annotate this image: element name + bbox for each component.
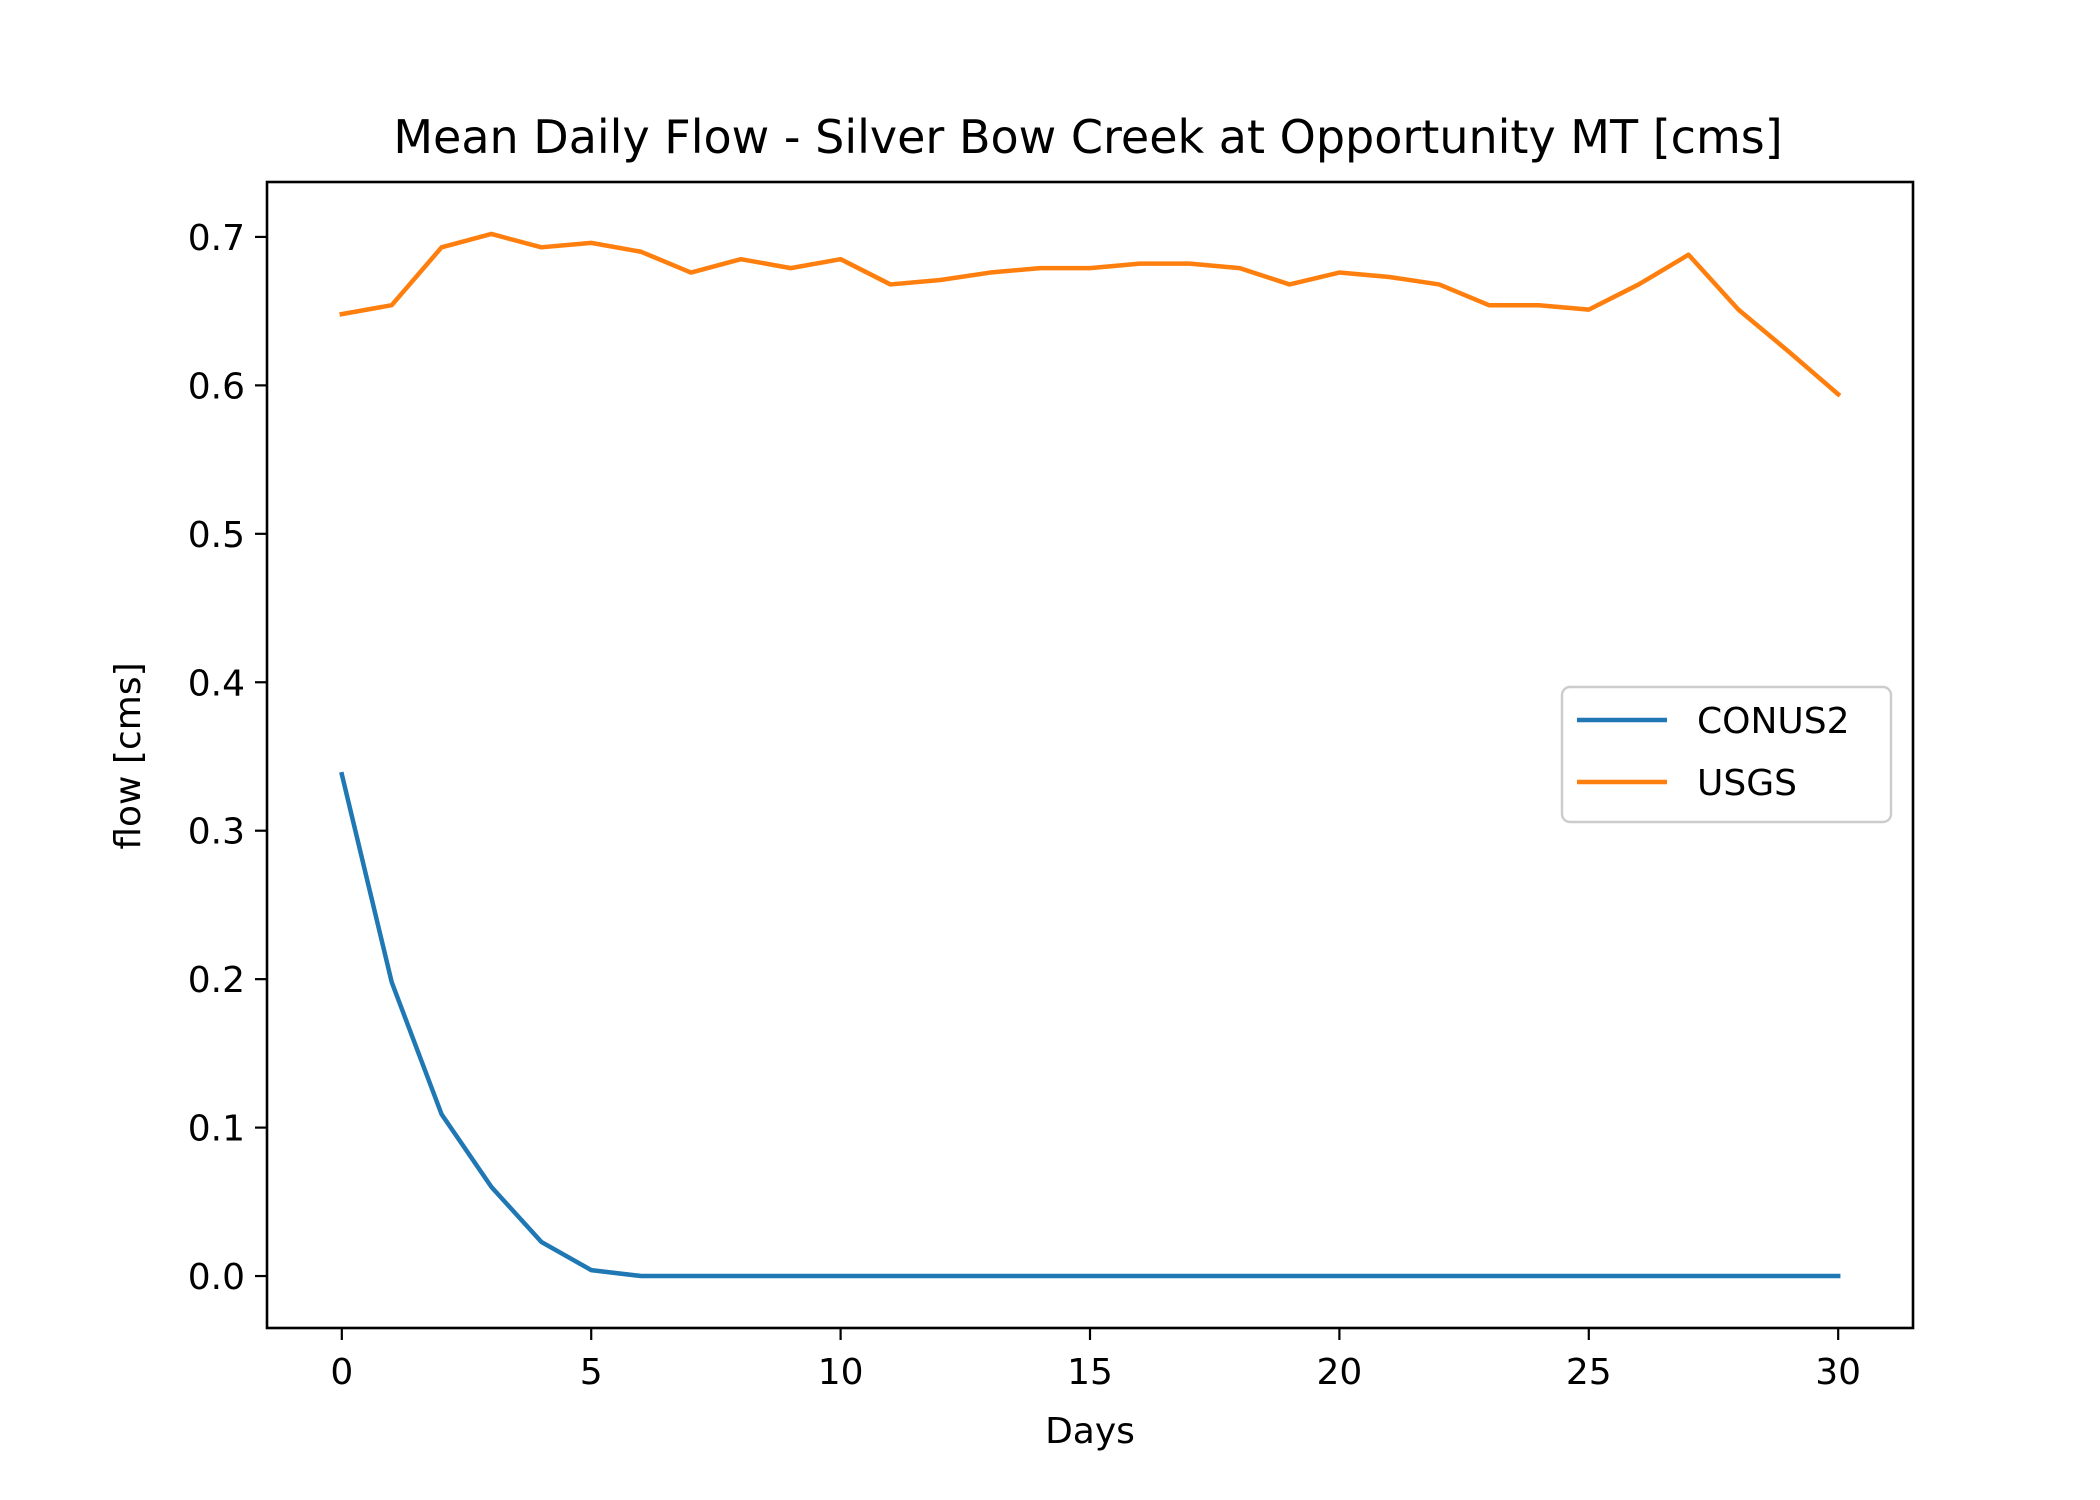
legend: CONUS2 USGS	[1560, 685, 1893, 824]
x-tick-label-2: 10	[818, 1352, 864, 1393]
x-axis-label: Days	[1045, 1411, 1135, 1452]
y-tick-label-5: 0.5	[188, 515, 245, 556]
x-tick-label-4: 20	[1316, 1352, 1362, 1393]
legend-label-usgs: USGS	[1697, 763, 1797, 804]
plot-area: 0 5 10 15 20 25 30 0.0 0.1 0.2 0.3 0.4 0.5 0.6 0.7	[188, 180, 1915, 1393]
chart-title: Mean Daily Flow - Silver Bow Creek at Op…	[393, 110, 1782, 164]
y-axis-ticks: 0.0 0.1 0.2 0.3 0.4 0.5 0.6 0.7	[188, 218, 267, 1298]
x-axis-ticks: 0 5 10 15 20 25 30	[330, 1328, 1861, 1393]
x-tick-label-0: 0	[330, 1352, 353, 1393]
y-tick-label-3: 0.3	[188, 812, 245, 853]
y-tick-label-7: 0.7	[188, 218, 245, 259]
x-tick-label-1: 5	[580, 1352, 603, 1393]
y-tick-label-0: 0.0	[188, 1257, 245, 1298]
y-tick-label-4: 0.4	[188, 663, 245, 704]
series-line-usgs	[339, 231, 1842, 398]
x-tick-label-3: 15	[1067, 1352, 1113, 1393]
x-tick-label-5: 25	[1566, 1352, 1612, 1393]
series-line-conus2	[339, 771, 1841, 1279]
y-tick-label-1: 0.1	[188, 1109, 245, 1150]
y-axis-label: flow [cms]	[108, 662, 149, 849]
legend-items: CONUS2 USGS	[1577, 701, 1850, 804]
x-tick-label-6: 30	[1815, 1352, 1861, 1393]
series-layer	[339, 231, 1842, 1279]
legend-label-conus2: CONUS2	[1697, 701, 1850, 742]
y-tick-label-2: 0.2	[188, 960, 245, 1001]
y-tick-label-6: 0.6	[188, 366, 245, 407]
